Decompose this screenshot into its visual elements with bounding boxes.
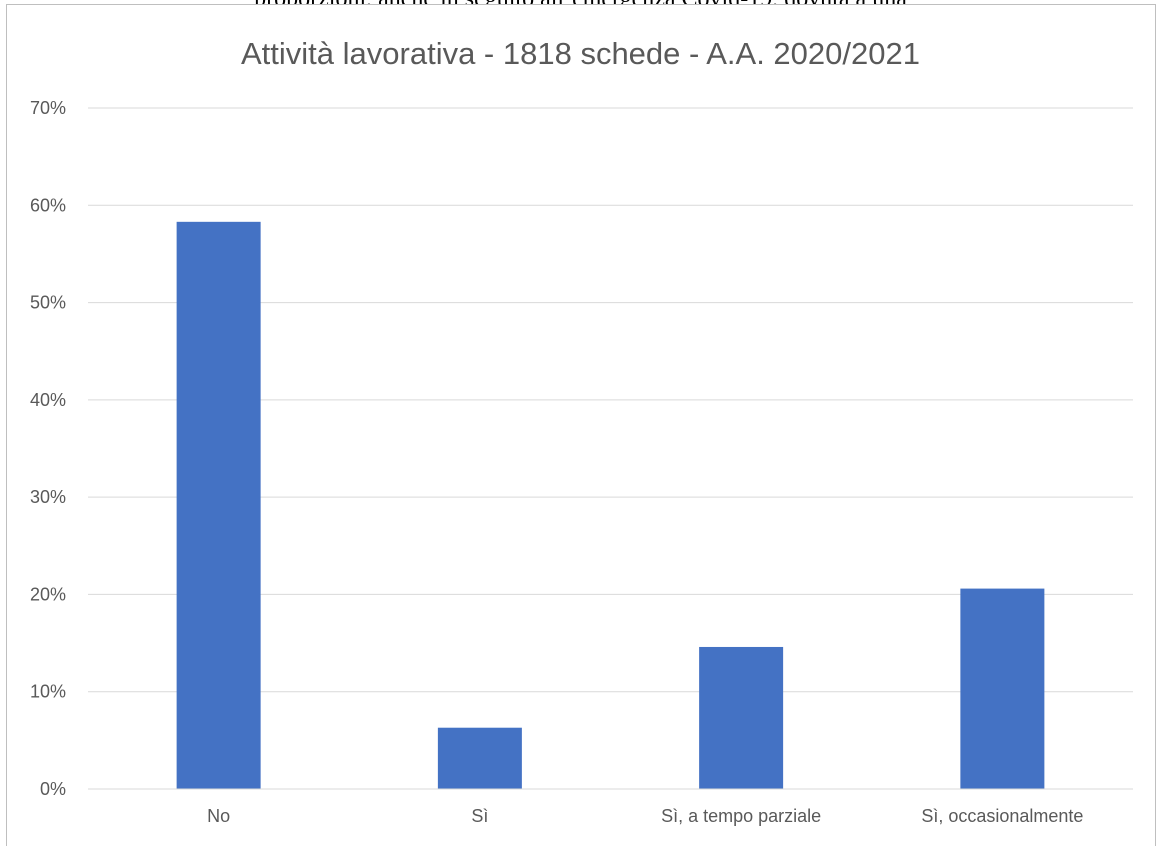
y-tick-label: 30% xyxy=(30,487,66,507)
gridlines xyxy=(88,107,1133,693)
bar xyxy=(960,588,1045,789)
y-tick-label: 40% xyxy=(30,390,66,410)
bar xyxy=(176,221,261,789)
x-tick-label: Sì, occasionalmente xyxy=(921,806,1083,826)
y-tick-label: 60% xyxy=(30,195,66,215)
bars xyxy=(176,221,1045,789)
bar xyxy=(699,646,784,789)
bar xyxy=(437,727,522,789)
y-tick-label: 70% xyxy=(30,98,66,118)
y-tick-label: 0% xyxy=(40,779,66,799)
x-tick-label: Sì xyxy=(471,806,488,826)
y-tick-label: 10% xyxy=(30,682,66,702)
x-axis-tick-labels: No Sì Sì, a tempo parziale Sì, occasionalme… xyxy=(207,806,1083,826)
chart-title: Attività lavorativa - 1818 schede - A.A.… xyxy=(241,36,920,71)
y-axis-tick-labels: 0% 10% 20% 30% 40% 50% 60% 70% xyxy=(30,98,66,799)
y-tick-label: 20% xyxy=(30,584,66,604)
x-tick-label: Sì, a tempo parziale xyxy=(661,806,821,826)
x-tick-label: No xyxy=(207,806,230,826)
y-tick-label: 50% xyxy=(30,293,66,313)
